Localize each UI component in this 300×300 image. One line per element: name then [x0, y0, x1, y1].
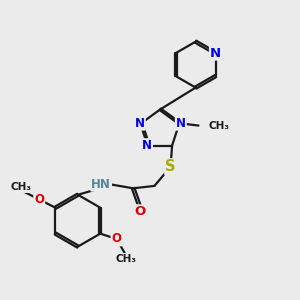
Text: O: O [34, 193, 44, 206]
Text: HN: HN [91, 178, 111, 191]
Text: O: O [135, 205, 146, 218]
Text: N: N [135, 117, 145, 130]
Text: N: N [142, 139, 152, 152]
Text: N: N [176, 117, 186, 130]
Text: S: S [165, 159, 176, 174]
Text: CH₃: CH₃ [209, 121, 230, 130]
Text: CH₃: CH₃ [11, 182, 32, 192]
Text: N: N [210, 46, 221, 60]
Text: CH₃: CH₃ [116, 254, 136, 264]
Text: O: O [112, 232, 122, 245]
